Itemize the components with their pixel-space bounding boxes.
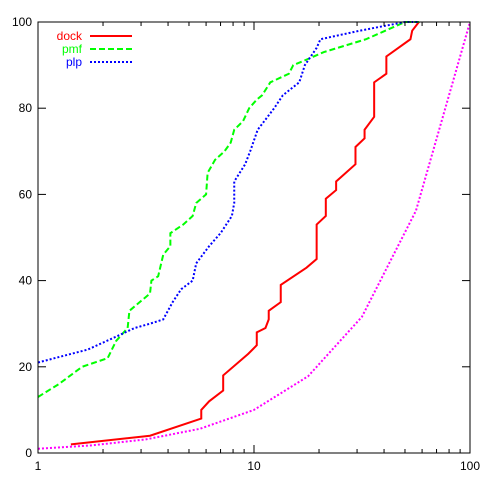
- legend-label-dock: dock: [57, 29, 83, 43]
- plot-frame: [37, 21, 471, 454]
- y-tick-label: 100: [12, 15, 32, 29]
- y-tick-label: 20: [19, 360, 33, 374]
- reference-series-line: [37, 21, 471, 450]
- legend-label-pmf: pmf: [62, 42, 83, 56]
- y-tick-label: 80: [19, 101, 33, 115]
- y-tick-label: 40: [19, 274, 33, 288]
- axes: 0 20 40 60 80 100 1 10 100: [12, 15, 480, 473]
- x-tick-label: 10: [247, 459, 261, 473]
- dock-series-line: [70, 21, 420, 446]
- legend-label-plp: plp: [66, 55, 82, 69]
- plot-area: [37, 21, 471, 450]
- plp-series-line: [37, 21, 419, 364]
- pmf-series-line: [37, 21, 419, 398]
- y-tick-label: 60: [19, 187, 33, 201]
- y-tick-label: 0: [25, 446, 32, 460]
- x-tick-label: 100: [460, 459, 480, 473]
- x-tick-label: 1: [35, 459, 42, 473]
